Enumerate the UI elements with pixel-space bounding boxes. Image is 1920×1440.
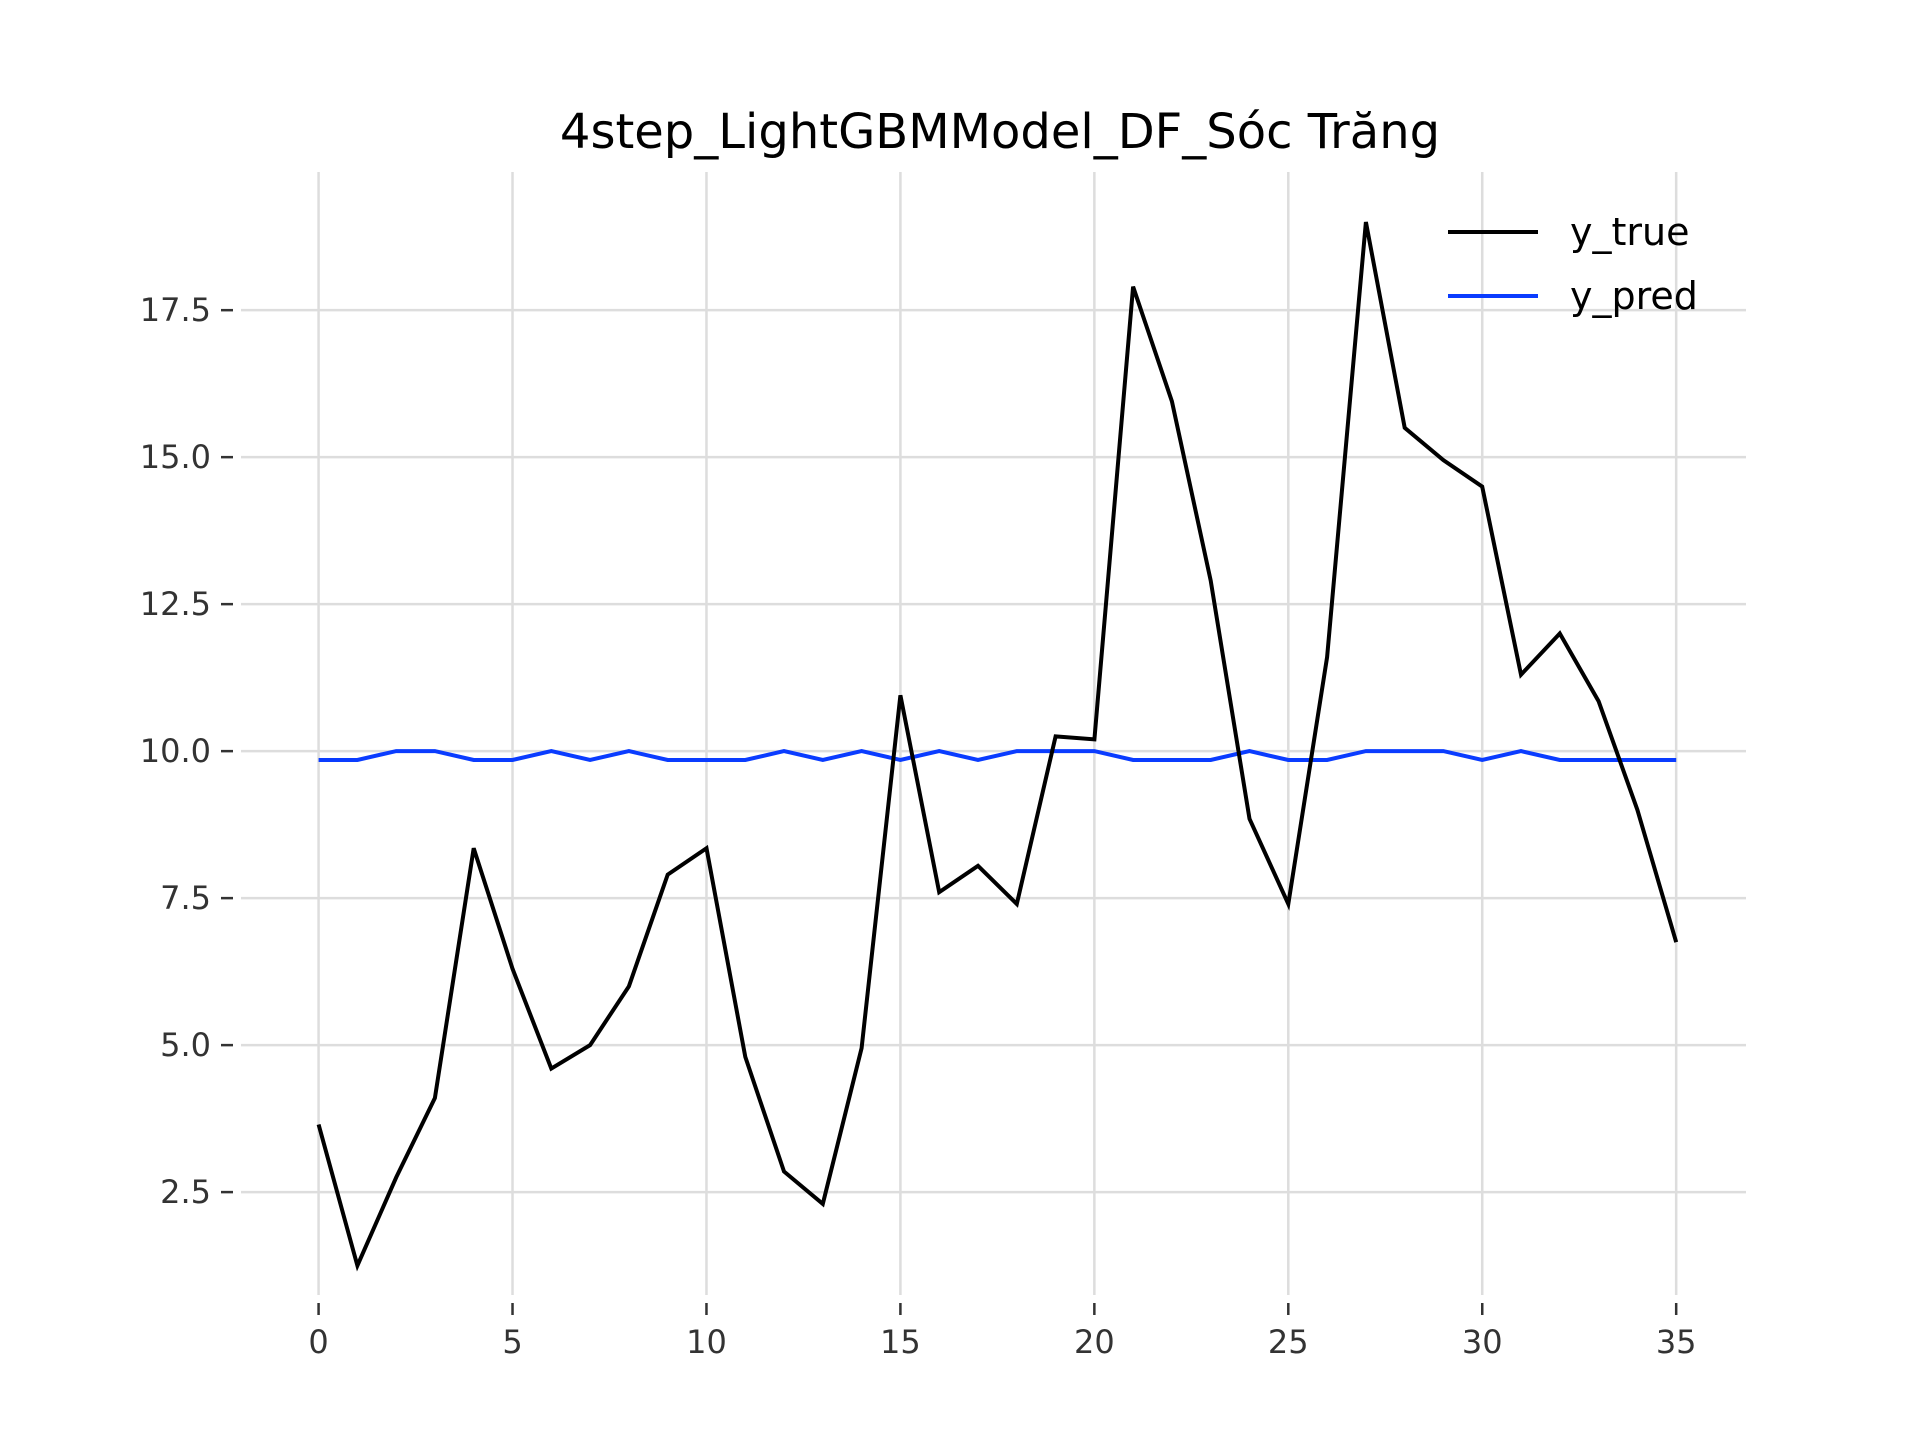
y-axis: 2.5 5.0 7.5 10.0 12.5 15.0 17.5 bbox=[140, 291, 233, 1211]
x-tick-label: 35 bbox=[1656, 1323, 1697, 1361]
x-tick-label: 0 bbox=[308, 1323, 328, 1361]
series-line-y-true bbox=[316, 221, 1679, 1272]
y-tick-label: 2.5 bbox=[160, 1173, 211, 1211]
grid bbox=[241, 172, 1746, 1295]
chart-title: 4step_LightGBMModel_DF_Sóc Trăng bbox=[560, 104, 1440, 160]
legend-label-y-pred: y_pred bbox=[1570, 274, 1698, 318]
series-points-y-pred bbox=[318, 751, 1677, 760]
series-group bbox=[316, 221, 1679, 1272]
series-points-y-true bbox=[318, 221, 1677, 1266]
x-tick-label: 15 bbox=[880, 1323, 921, 1361]
y-tick-label: 5.0 bbox=[160, 1026, 211, 1064]
legend: y_true y_pred bbox=[1448, 210, 1698, 318]
x-tick-label: 5 bbox=[502, 1323, 522, 1361]
x-tick-label: 10 bbox=[686, 1323, 727, 1361]
y-tick-label: 10.0 bbox=[140, 732, 211, 770]
legend-label-y-true: y_true bbox=[1570, 210, 1689, 254]
y-tick-label: 12.5 bbox=[140, 585, 211, 623]
y-tick-label: 17.5 bbox=[140, 291, 211, 329]
y-tick-label: 15.0 bbox=[140, 438, 211, 476]
x-tick-label: 25 bbox=[1268, 1323, 1309, 1361]
y-tick-label: 7.5 bbox=[160, 879, 211, 917]
x-axis: 0 5 10 15 20 25 30 35 bbox=[308, 1303, 1697, 1361]
x-tick-label: 30 bbox=[1462, 1323, 1503, 1361]
x-tick-label: 20 bbox=[1074, 1323, 1115, 1361]
series-line-y-pred bbox=[318, 749, 1677, 763]
